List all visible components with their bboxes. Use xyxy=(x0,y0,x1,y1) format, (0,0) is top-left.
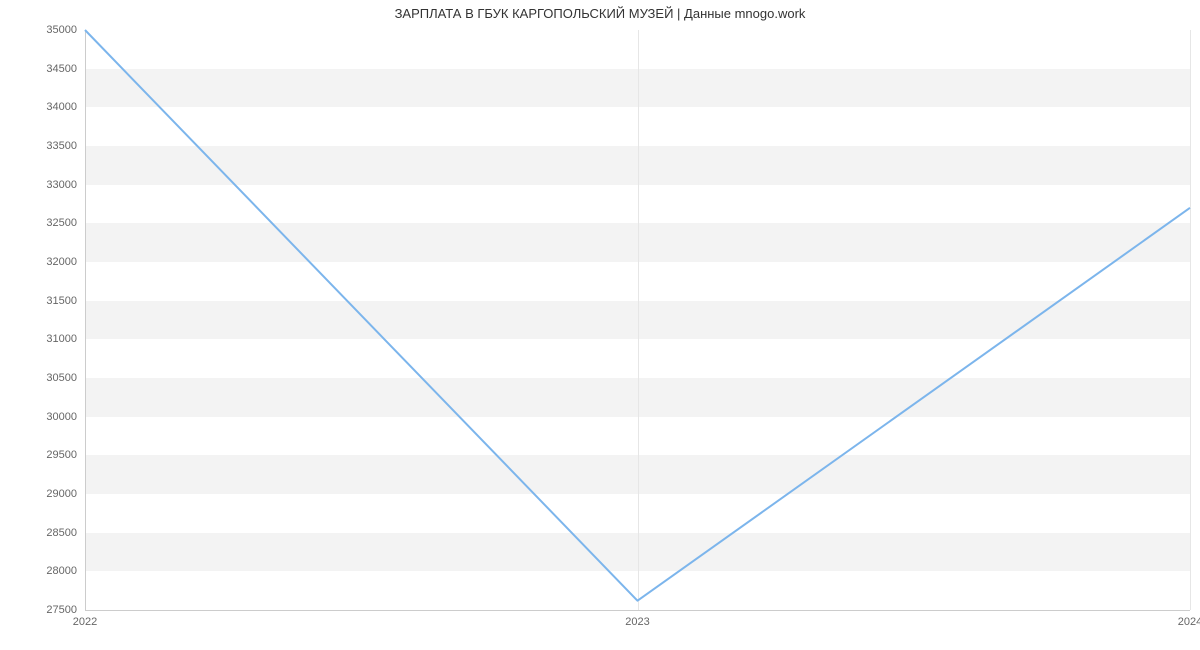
y-tick-label: 29000 xyxy=(46,488,85,500)
salary-line-chart: ЗАРПЛАТА В ГБУК КАРГОПОЛЬСКИЙ МУЗЕЙ | Да… xyxy=(0,0,1200,650)
plot-area: 2750028000285002900029500300003050031000… xyxy=(85,30,1190,610)
y-tick-label: 28000 xyxy=(46,565,85,577)
x-tick-label: 2022 xyxy=(73,610,97,628)
y-tick-label: 28500 xyxy=(46,527,85,539)
y-tick-label: 32000 xyxy=(46,256,85,268)
y-tick-label: 35000 xyxy=(46,24,85,36)
series-svg xyxy=(85,30,1190,610)
y-tick-label: 32500 xyxy=(46,217,85,229)
x-tick-label: 2024 xyxy=(1178,610,1200,628)
grid-line-vertical xyxy=(1190,30,1191,610)
y-tick-label: 30000 xyxy=(46,411,85,423)
y-tick-label: 31500 xyxy=(46,295,85,307)
y-tick-label: 33500 xyxy=(46,140,85,152)
y-tick-label: 33000 xyxy=(46,179,85,191)
y-tick-label: 34500 xyxy=(46,63,85,75)
x-tick-label: 2023 xyxy=(625,610,649,628)
y-tick-label: 34000 xyxy=(46,101,85,113)
y-tick-label: 31000 xyxy=(46,333,85,345)
series-line-salary xyxy=(85,30,1190,601)
chart-title: ЗАРПЛАТА В ГБУК КАРГОПОЛЬСКИЙ МУЗЕЙ | Да… xyxy=(0,6,1200,21)
y-tick-label: 29500 xyxy=(46,449,85,461)
y-tick-label: 30500 xyxy=(46,372,85,384)
